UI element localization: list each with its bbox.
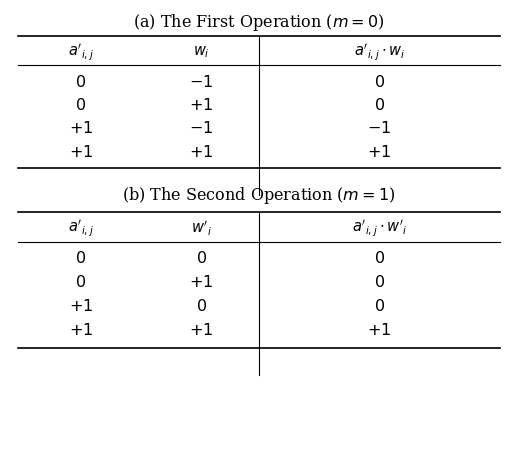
Text: $+1$: $+1$: [367, 322, 392, 338]
Text: $0$: $0$: [374, 97, 385, 113]
Text: $a'_{i,j}$: $a'_{i,j}$: [68, 218, 94, 238]
Text: $0$: $0$: [374, 74, 385, 90]
Text: (a) The First Operation ($m = 0$): (a) The First Operation ($m = 0$): [133, 11, 385, 33]
Text: $0$: $0$: [374, 298, 385, 314]
Text: $+1$: $+1$: [189, 144, 213, 160]
Text: $0$: $0$: [75, 97, 86, 113]
Text: $-1$: $-1$: [189, 74, 213, 90]
Text: $w'_i$: $w'_i$: [191, 219, 212, 237]
Text: $+1$: $+1$: [189, 322, 213, 338]
Text: $a'_{i,j} \cdot w_i$: $a'_{i,j} \cdot w_i$: [354, 41, 405, 63]
Text: $0$: $0$: [196, 250, 207, 266]
Text: $+1$: $+1$: [189, 97, 213, 113]
Text: $0$: $0$: [75, 74, 86, 90]
Text: $+1$: $+1$: [189, 274, 213, 290]
Text: $0$: $0$: [196, 298, 207, 314]
Text: $a'_{i,j}$: $a'_{i,j}$: [68, 41, 94, 63]
Text: $+1$: $+1$: [68, 120, 93, 136]
Text: $w_i$: $w_i$: [193, 44, 210, 60]
Text: $+1$: $+1$: [68, 322, 93, 338]
Text: $0$: $0$: [75, 274, 86, 290]
Text: $+1$: $+1$: [68, 144, 93, 160]
Text: (b) The Second Operation ($m = 1$): (b) The Second Operation ($m = 1$): [122, 185, 396, 207]
Text: $+1$: $+1$: [68, 298, 93, 314]
Text: $0$: $0$: [374, 274, 385, 290]
Text: $0$: $0$: [374, 250, 385, 266]
Text: $-1$: $-1$: [189, 120, 213, 136]
Text: $-1$: $-1$: [367, 120, 392, 136]
Text: $a'_{i,j} \cdot w'_i$: $a'_{i,j} \cdot w'_i$: [352, 218, 407, 238]
Text: $0$: $0$: [75, 250, 86, 266]
Text: $+1$: $+1$: [367, 144, 392, 160]
